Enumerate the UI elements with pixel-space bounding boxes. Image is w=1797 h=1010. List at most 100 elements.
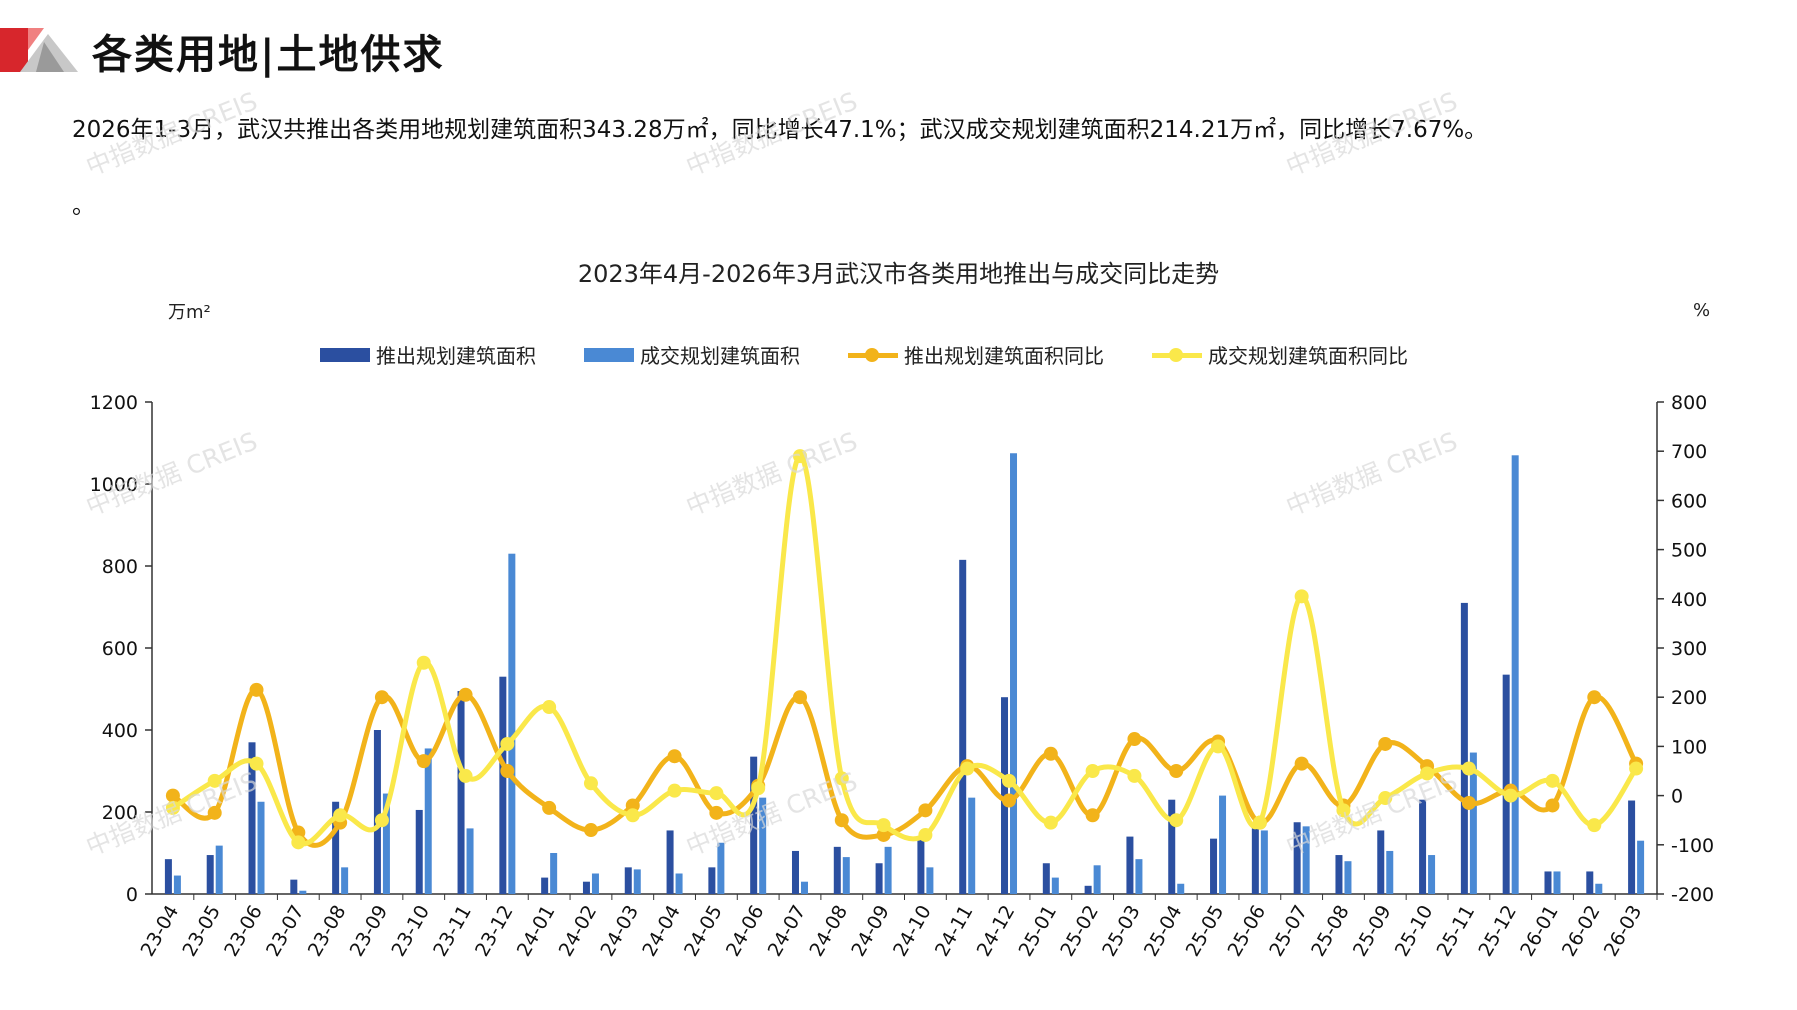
deal-bar bbox=[173, 875, 181, 894]
deal-bar bbox=[842, 857, 850, 894]
supply-yoy-line bbox=[170, 687, 1639, 848]
supply-bar bbox=[1502, 674, 1510, 894]
deal-bar bbox=[1344, 861, 1352, 894]
deal-bar bbox=[382, 793, 390, 894]
chart-legend: 推出规划建筑面积 成交规划建筑面积 推出规划建筑面积同比 成交规划建筑面积同比 bbox=[320, 340, 1408, 369]
x-tick-label: 25-10 bbox=[1391, 902, 1438, 961]
legend-supply-bar: 推出规划建筑面积 bbox=[320, 340, 536, 369]
y-right-tick-label: 400 bbox=[1671, 589, 1707, 611]
x-tick-label: 24-03 bbox=[596, 902, 643, 961]
y-left-tick-label: 1000 bbox=[90, 474, 138, 496]
deal-yoy-point bbox=[1294, 589, 1309, 604]
x-tick-label: 25-09 bbox=[1349, 902, 1396, 961]
deal-yoy-line bbox=[170, 453, 1639, 847]
supply-bar bbox=[1126, 836, 1134, 894]
supply-yoy-point bbox=[792, 690, 807, 705]
supply-bar bbox=[1586, 871, 1594, 894]
deal-yoy-point bbox=[792, 449, 807, 464]
deal-bar bbox=[968, 797, 976, 894]
deal-bar bbox=[1135, 859, 1143, 894]
right-axis-unit: % bbox=[1693, 300, 1711, 321]
y-left-tick-label: 200 bbox=[102, 802, 138, 824]
x-tick-label: 25-08 bbox=[1307, 902, 1354, 961]
supply-yoy-point bbox=[165, 788, 180, 803]
supply-yoy-point bbox=[500, 764, 515, 778]
y-left-tick-label: 0 bbox=[126, 884, 138, 906]
supply-bar bbox=[164, 859, 172, 894]
deal-yoy-point bbox=[333, 808, 348, 823]
supply-bar bbox=[499, 676, 507, 894]
deal-bar bbox=[717, 842, 725, 894]
x-tick-label: 25-07 bbox=[1265, 902, 1312, 961]
deal-yoy-point bbox=[834, 771, 849, 786]
x-tick-label: 24-06 bbox=[722, 902, 769, 961]
page-title: 各类用地|土地供求 bbox=[92, 31, 445, 78]
supply-yoy-point bbox=[542, 800, 557, 815]
legend-label: 成交规划建筑面积同比 bbox=[1208, 344, 1408, 368]
supply-bar bbox=[290, 879, 298, 894]
x-tick-label: 24-05 bbox=[680, 902, 727, 961]
legend-swatch-deal-bar bbox=[584, 347, 634, 362]
supply-bar bbox=[875, 863, 883, 894]
supply-bar bbox=[415, 809, 423, 894]
deal-yoy-point bbox=[207, 773, 222, 788]
supply-bar bbox=[833, 846, 841, 894]
deal-bar bbox=[1260, 830, 1268, 894]
deal-yoy-point bbox=[1629, 761, 1644, 776]
y-right-tick-label: 100 bbox=[1671, 736, 1707, 758]
supply-yoy-point bbox=[1169, 764, 1184, 778]
deal-bar bbox=[926, 867, 934, 894]
deal-bar bbox=[550, 853, 558, 894]
supply-bar bbox=[750, 756, 758, 894]
deal-yoy-point bbox=[1252, 815, 1267, 830]
supply-bar bbox=[582, 881, 590, 894]
supply-yoy-point bbox=[374, 690, 389, 705]
x-tick-label: 23-06 bbox=[220, 902, 267, 961]
y-right-tick-label: 300 bbox=[1671, 638, 1707, 660]
deal-bar bbox=[1595, 883, 1603, 894]
x-tick-label: 25-04 bbox=[1140, 902, 1187, 961]
deal-bar bbox=[1386, 850, 1394, 894]
x-tick-label: 25-03 bbox=[1098, 902, 1145, 961]
legend-deal-yoy: 成交规划建筑面积同比 bbox=[1152, 340, 1408, 369]
supply-bar bbox=[1251, 828, 1259, 894]
supply-bar bbox=[959, 559, 967, 894]
deal-bar bbox=[299, 890, 307, 894]
deal-bar bbox=[1469, 752, 1477, 894]
x-tick-label: 23-11 bbox=[429, 902, 476, 961]
x-tick-label: 25-11 bbox=[1433, 902, 1480, 961]
deal-bar bbox=[884, 846, 892, 894]
deal-yoy-point bbox=[1127, 768, 1142, 783]
supply-bar bbox=[1419, 799, 1427, 894]
deal-yoy-point bbox=[542, 700, 557, 715]
deal-yoy-point bbox=[291, 835, 306, 850]
x-tick-label: 24-02 bbox=[555, 902, 602, 961]
legend-label: 推出规划建筑面积 bbox=[376, 344, 536, 368]
x-tick-label: 24-09 bbox=[847, 902, 894, 961]
supply-bar bbox=[708, 867, 716, 894]
supply-bar bbox=[1544, 871, 1552, 894]
x-tick-label: 24-08 bbox=[805, 902, 852, 961]
legend-label: 推出规划建筑面积同比 bbox=[904, 344, 1104, 368]
deal-yoy-point bbox=[1503, 788, 1518, 803]
supply-yoy-point bbox=[207, 805, 222, 820]
x-tick-label: 26-03 bbox=[1600, 902, 1647, 961]
supply-bar bbox=[1335, 855, 1343, 894]
deal-bar bbox=[1177, 883, 1185, 894]
deal-yoy-point bbox=[1587, 818, 1602, 833]
deal-yoy-point bbox=[1085, 764, 1100, 778]
x-tick-label: 24-10 bbox=[889, 902, 936, 961]
deal-bar bbox=[1428, 855, 1436, 894]
legend-swatch-supply-bar bbox=[320, 347, 370, 362]
supply-yoy-point bbox=[667, 749, 682, 764]
deal-yoy-point bbox=[1169, 813, 1184, 828]
supply-yoy-point bbox=[918, 803, 933, 818]
supply-yoy-point bbox=[583, 823, 598, 838]
supply-yoy-point bbox=[1085, 808, 1100, 823]
y-right-tick-label: 0 bbox=[1671, 786, 1683, 808]
deal-bar bbox=[675, 873, 683, 894]
x-tick-label: 25-02 bbox=[1056, 902, 1103, 961]
x-tick-label: 25-05 bbox=[1182, 902, 1229, 961]
supply-bar bbox=[1628, 800, 1636, 894]
